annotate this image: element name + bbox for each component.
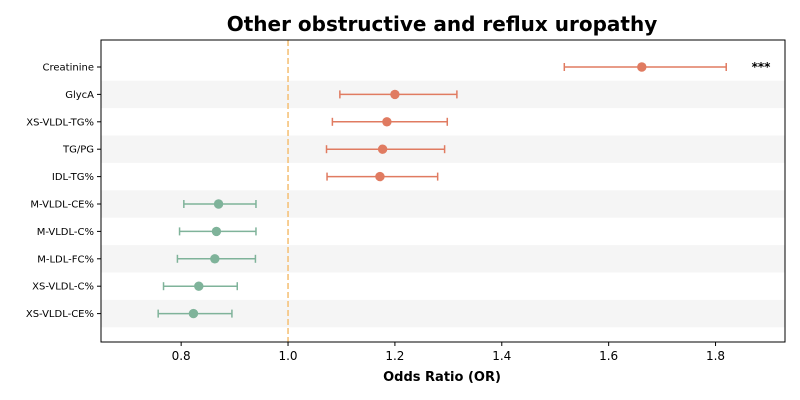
x-tick-label: 1.0 xyxy=(278,349,297,363)
x-tick-label: 1.6 xyxy=(599,349,618,363)
category-label: TG/PG xyxy=(62,145,94,156)
data-row xyxy=(339,89,458,100)
x-tick-label: 1.2 xyxy=(385,349,404,363)
data-row xyxy=(331,117,449,127)
data-row: *** xyxy=(563,60,772,74)
x-axis-ticks: 0.8 1.0 1.2 1.4 1.6 1.8 xyxy=(172,342,725,363)
category-label: M-VLDL-C% xyxy=(37,227,94,238)
or-point xyxy=(382,117,392,127)
category-label: IDL-TG% xyxy=(52,172,94,183)
category-label: XS-VLDL-CE% xyxy=(26,309,94,320)
data-row xyxy=(157,308,233,319)
category-label: XS-VLDL-C% xyxy=(32,282,94,293)
data-row xyxy=(178,226,257,237)
category-label: M-VLDL-CE% xyxy=(30,200,94,211)
or-point xyxy=(390,89,400,100)
or-point xyxy=(210,254,220,264)
category-label: Creatinine xyxy=(43,63,94,74)
chart-title: Other obstructive and reflux uropathy xyxy=(227,12,658,36)
data-row xyxy=(326,171,439,182)
or-point xyxy=(377,144,388,154)
or-point xyxy=(211,226,222,237)
plot-frame xyxy=(100,39,786,343)
or-point xyxy=(194,281,204,291)
category-label: GlycA xyxy=(65,90,94,101)
data-row xyxy=(176,254,257,264)
or-point xyxy=(637,62,647,72)
x-tick-label: 1.8 xyxy=(706,349,725,363)
x-tick-label: 0.8 xyxy=(172,349,191,363)
data-rows: *** xyxy=(157,60,772,319)
x-tick-label: 1.4 xyxy=(492,349,511,363)
x-axis-label: Odds Ratio (OR) xyxy=(383,370,501,385)
data-row xyxy=(162,281,239,291)
data-row xyxy=(325,144,446,154)
or-point xyxy=(213,199,224,209)
significance-label: *** xyxy=(752,60,772,74)
or-point xyxy=(188,308,199,319)
or-point xyxy=(375,171,385,182)
category-label: M-LDL-FC% xyxy=(37,254,94,265)
data-row xyxy=(183,199,257,209)
category-label: XS-VLDL-TG% xyxy=(26,117,94,128)
category-labels: Creatinine GlycA XS-VLDL-TG% TG/PG IDL-TG% M-… xyxy=(26,63,101,320)
